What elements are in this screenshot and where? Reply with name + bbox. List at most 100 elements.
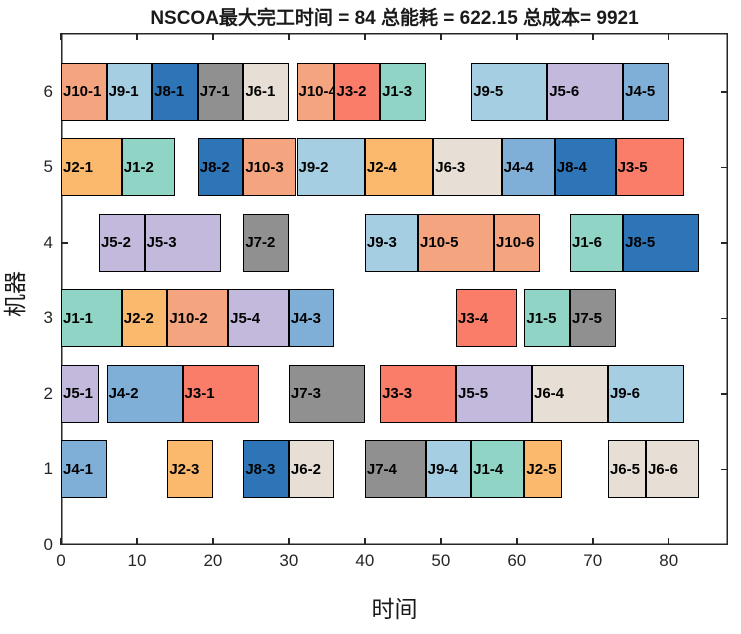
bar-label: J7-3 xyxy=(290,385,321,403)
x-tick-mark xyxy=(136,538,138,545)
bar-label: J1-6 xyxy=(571,234,603,252)
bar-label: J6-6 xyxy=(647,460,678,478)
bar-label: J2-1 xyxy=(63,158,94,176)
x-tick-mark xyxy=(516,538,518,545)
bar-label: J4-2 xyxy=(108,385,139,403)
x-tick-mark xyxy=(364,538,366,545)
bar-label: J9-6 xyxy=(609,385,640,403)
gantt-bar: J7-3 xyxy=(288,364,365,423)
bar-label: J2-4 xyxy=(366,158,397,176)
y-tick-label: 1 xyxy=(43,459,53,479)
x-tick-mark xyxy=(440,33,442,40)
x-tick-mark xyxy=(60,33,62,40)
gantt-bar: J5-5 xyxy=(456,364,532,423)
bar-label: J5-3 xyxy=(146,234,177,252)
bar-label: J4-4 xyxy=(503,158,534,176)
gantt-bar: J8-5 xyxy=(623,213,700,272)
x-tick-mark xyxy=(440,538,442,545)
plot-area: J10-1 J9-1 J8-1 J7-1 J6-1 J10-4 J3-2 J1-3 J9-5 J5… xyxy=(60,33,728,545)
x-tick-label: 80 xyxy=(659,551,679,570)
gantt-bar: J7-4 xyxy=(364,440,426,499)
gantt-bar: J6-6 xyxy=(645,440,700,499)
gantt-bar: J8-4 xyxy=(554,138,616,197)
bar-label: J5-2 xyxy=(100,234,131,252)
y-tick-mark xyxy=(721,393,728,395)
y-tick-mark xyxy=(721,166,728,169)
x-tick-mark xyxy=(212,33,214,40)
gantt-bar: J5-1 xyxy=(61,364,99,423)
gantt-bar: J4-5 xyxy=(623,62,669,121)
x-tick-mark xyxy=(364,33,366,40)
x-tick-mark xyxy=(60,538,62,545)
x-tick-mark xyxy=(592,538,594,545)
bar-label: J8-2 xyxy=(199,158,230,176)
gantt-bar: J10-3 xyxy=(243,138,297,197)
bar-label: J2-3 xyxy=(169,460,200,478)
bar-label: J5-4 xyxy=(230,309,261,327)
x-tick-label: 50 xyxy=(431,551,451,570)
bar-label: J5-6 xyxy=(549,83,580,101)
bar-label: J10-3 xyxy=(245,158,284,176)
gantt-bar: J6-3 xyxy=(433,138,502,197)
gantt-bar: J3-4 xyxy=(456,289,517,348)
bar-label: J9-3 xyxy=(366,234,397,252)
bar-label: J9-2 xyxy=(298,158,329,176)
x-tick-label: 20 xyxy=(203,551,223,570)
bar-label: J4-3 xyxy=(290,309,321,327)
x-tick-label: 60 xyxy=(507,551,527,570)
bar-label: J10-5 xyxy=(420,234,459,252)
gantt-bar: J1-1 xyxy=(61,289,122,348)
gantt-bar: J10-1 xyxy=(61,62,107,121)
gantt-bar: J9-1 xyxy=(106,62,153,121)
x-tick-label: 40 xyxy=(355,551,375,570)
y-tick-label: 4 xyxy=(43,232,53,252)
x-axis-label: 时间 xyxy=(371,596,418,622)
gantt-bar: J1-6 xyxy=(569,213,624,272)
bar-label: J6-3 xyxy=(435,158,466,176)
gantt-bar: J2-5 xyxy=(524,440,563,499)
y-tick-mark xyxy=(721,242,728,244)
bar-label: J1-5 xyxy=(526,309,557,327)
y-tick-label: 5 xyxy=(43,157,53,177)
gantt-bar: J5-2 xyxy=(98,213,145,272)
gantt-bar: J1-3 xyxy=(380,62,426,121)
bar-label: J3-4 xyxy=(458,309,489,327)
gantt-bar: J3-5 xyxy=(615,138,684,197)
bar-label: J10-6 xyxy=(496,234,535,252)
bar-label: J1-4 xyxy=(473,460,504,478)
bar-label: J6-1 xyxy=(245,83,276,101)
gantt-bar: J9-4 xyxy=(425,440,472,499)
y-tick-label: 2 xyxy=(43,383,53,403)
gantt-bar: J5-4 xyxy=(228,289,289,348)
y-tick-label: 6 xyxy=(43,81,53,101)
bar-label: J3-5 xyxy=(617,158,648,176)
gantt-bar: J5-3 xyxy=(144,213,221,272)
gantt-bar: J6-4 xyxy=(532,364,608,423)
gantt-bar: J8-3 xyxy=(243,440,289,499)
bar-label: J3-3 xyxy=(382,385,413,403)
gantt-bar: J5-6 xyxy=(547,62,624,121)
gantt-bar: J8-1 xyxy=(152,62,198,121)
gantt-bar: J4-2 xyxy=(106,364,183,423)
gantt-bar: J7-1 xyxy=(197,62,244,121)
bar-label: J6-2 xyxy=(290,460,321,478)
bar-label: J1-1 xyxy=(63,309,94,327)
bar-label: J9-4 xyxy=(427,460,458,478)
y-tick-label: 3 xyxy=(43,308,53,328)
bar-label: J7-2 xyxy=(245,234,276,252)
bar-label: J6-5 xyxy=(609,460,640,478)
x-tick-label: 70 xyxy=(583,551,603,570)
bar-label: J10-2 xyxy=(169,309,208,327)
x-tick-mark xyxy=(667,33,670,40)
gantt-bar: J9-5 xyxy=(471,62,548,121)
gantt-bar: J9-6 xyxy=(607,364,684,423)
bar-label: J8-1 xyxy=(154,83,185,101)
bar-label: J2-5 xyxy=(526,460,557,478)
y-tick-mark xyxy=(721,317,728,320)
bar-label: J3-1 xyxy=(184,385,215,403)
gantt-bar: J4-3 xyxy=(288,289,335,348)
gantt-bar: J1-2 xyxy=(121,138,175,197)
y-tick-mark xyxy=(721,91,728,93)
y-axis-label: 机器 xyxy=(2,271,28,317)
